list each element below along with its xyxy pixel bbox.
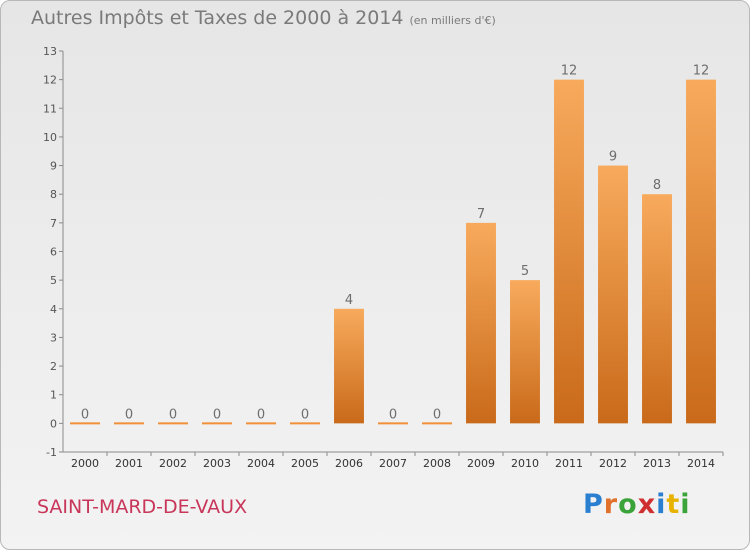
chart-title: Autres Impôts et Taxes de 2000 à 2014 (en… (31, 7, 496, 29)
logo-letter: i (680, 489, 691, 520)
y-tick-label: 0 (50, 417, 57, 430)
x-tick-label: 2012 (599, 457, 627, 470)
bar-value-label: 0 (213, 407, 221, 422)
x-tick-label: 2011 (555, 457, 583, 470)
x-tick-label: 2000 (71, 457, 99, 470)
y-tick-label: 3 (50, 331, 57, 344)
bar-value-label: 8 (653, 178, 661, 193)
bar-value-label: 5 (521, 264, 529, 279)
y-tick-label: 1 (50, 389, 57, 402)
bar (554, 79, 584, 424)
logo-letter: P (583, 489, 604, 520)
y-tick-label: 7 (50, 217, 57, 230)
y-tick-label: 12 (43, 74, 57, 87)
bar-value-label: 0 (389, 407, 397, 422)
bar-value-label: 0 (257, 407, 265, 422)
bar-value-label: 0 (433, 407, 441, 422)
bar-value-label: 0 (169, 407, 177, 422)
bar (378, 422, 408, 425)
bar-value-label: 4 (345, 293, 353, 308)
x-tick-label: 2003 (203, 457, 231, 470)
chart-title-text: Autres Impôts et Taxes de 2000 à 2014 (31, 7, 404, 29)
commune-name: SAINT-MARD-DE-VAUX (37, 496, 248, 518)
x-tick-label: 2009 (467, 457, 495, 470)
x-tick-label: 2001 (115, 457, 143, 470)
logo-letter: i (656, 489, 667, 520)
y-tick-label: 2 (50, 360, 57, 373)
bar (158, 422, 188, 425)
bar (70, 422, 100, 425)
y-tick-label: 4 (50, 303, 57, 316)
x-tick-label: 2008 (423, 457, 451, 470)
bar (202, 422, 232, 425)
bar-value-label: 0 (125, 407, 133, 422)
bar (334, 308, 364, 424)
bar-value-label: 7 (477, 207, 485, 222)
logo-letter: t (666, 489, 681, 520)
bar (290, 422, 320, 425)
bar (246, 422, 276, 425)
x-tick-label: 2002 (159, 457, 187, 470)
x-tick-label: 2004 (247, 457, 275, 470)
bar (642, 194, 672, 424)
bar-value-label: 0 (81, 407, 89, 422)
logo-letter: x (637, 489, 657, 520)
y-tick-label: 10 (43, 131, 57, 144)
x-tick-label: 2013 (643, 457, 671, 470)
y-tick-label: 13 (43, 45, 57, 58)
logo-letter: r (603, 489, 619, 520)
bar-value-label: 12 (561, 64, 578, 79)
y-tick-label: 6 (50, 246, 57, 259)
logo-letter: o (618, 489, 638, 520)
y-tick-label: 9 (50, 160, 57, 173)
bar-value-label: 0 (301, 407, 309, 422)
x-tick-label: 2007 (379, 457, 407, 470)
y-tick-label: -1 (46, 446, 57, 459)
bar (466, 222, 496, 424)
y-tick-label: 8 (50, 188, 57, 201)
bar-value-label: 9 (609, 150, 617, 165)
bar-value-label: 12 (693, 64, 710, 79)
bar (686, 79, 716, 424)
bar (510, 280, 540, 424)
chart-unit: (en milliers d'€) (409, 14, 496, 27)
proxiti-logo[interactable]: Proxiti (583, 489, 691, 520)
bar (422, 422, 452, 425)
x-tick-label: 2010 (511, 457, 539, 470)
x-tick-label: 2006 (335, 457, 363, 470)
x-tick-label: 2014 (687, 457, 715, 470)
x-tick-label: 2005 (291, 457, 319, 470)
y-tick-label: 5 (50, 274, 57, 287)
y-tick-label: 11 (43, 102, 57, 115)
bar (598, 165, 628, 424)
bar (114, 422, 144, 425)
